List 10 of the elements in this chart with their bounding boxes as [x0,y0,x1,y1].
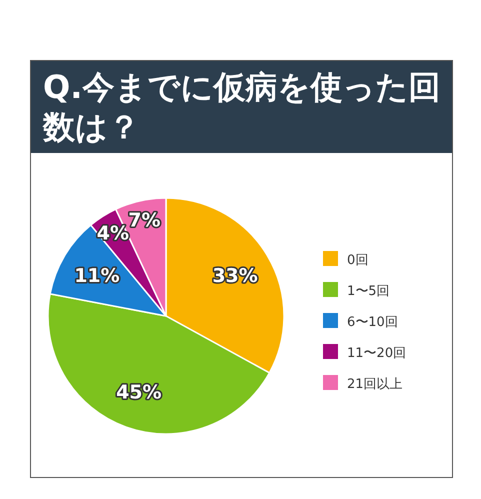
legend-label: 0回 [347,253,368,268]
data-label: 7% [128,209,161,232]
legend-label: 21回以上 [347,377,403,392]
legend-label: 11〜20回 [347,346,406,361]
legend-label: 1〜5回 [347,284,390,299]
data-label: 11% [74,265,120,288]
legend-label: 6〜10回 [347,315,398,330]
chart-title: Q.今までに仮病を使った回数は？ [31,61,452,153]
data-label: 45% [116,381,162,404]
data-label: 33% [212,265,258,288]
